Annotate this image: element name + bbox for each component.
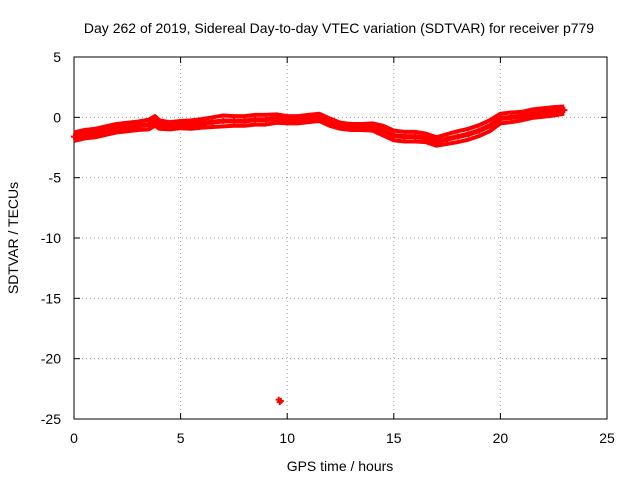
y-axis-label: SDTVAR / TECUs: [5, 182, 21, 294]
data-point: [358, 123, 365, 130]
data-point: [284, 116, 291, 123]
series-SDTVAR: [71, 104, 568, 148]
x-axis-label: GPS time / hours: [287, 458, 394, 474]
data-point: [326, 119, 333, 126]
data-point: [316, 114, 323, 121]
data-point: [465, 131, 472, 138]
axis-ticks: 0 5 10 15 20 25 5 0 -5 -10 -15 -20 -25: [41, 49, 615, 446]
series-band-upper: [73, 104, 565, 140]
y-tick-label: 0: [53, 109, 61, 125]
data-point: [166, 122, 173, 129]
data-point: [102, 127, 109, 134]
data-point: [252, 116, 259, 123]
data-point: [454, 133, 461, 140]
data-point: [348, 123, 355, 130]
data-point: [540, 109, 547, 116]
data-point: [198, 120, 205, 127]
data-point: [220, 117, 227, 124]
data-point: [337, 122, 344, 129]
data-point: [273, 115, 280, 122]
y-tick-label: 5: [53, 49, 61, 65]
y-tick-label: -20: [41, 351, 61, 367]
data-point: [390, 132, 397, 139]
data-point: [305, 115, 312, 122]
data-point: [518, 113, 525, 120]
chart-title: Day 262 of 2019, Sidereal Day-to-day VTE…: [84, 20, 594, 36]
data-point: [71, 133, 77, 140]
data-point: [145, 121, 152, 128]
y-tick-label: -10: [41, 230, 61, 246]
data-point: [81, 131, 88, 138]
data-point: [294, 116, 301, 123]
data-point: [433, 138, 440, 145]
data-point: [444, 136, 451, 143]
x-tick-label: 10: [279, 430, 295, 446]
data-point: [401, 133, 408, 140]
data-point: [412, 133, 419, 140]
data-point: [241, 117, 248, 124]
data-marks: [71, 104, 568, 406]
data-point: [486, 122, 493, 129]
data-point: [92, 130, 99, 137]
data-point: [380, 127, 387, 134]
data-point: [422, 134, 429, 141]
data-point: [156, 121, 163, 128]
y-tick-label: -5: [49, 170, 62, 186]
series-outlier: [275, 396, 284, 406]
data-point: [134, 122, 141, 129]
data-point: [262, 116, 269, 123]
data-point: [508, 114, 515, 121]
x-tick-label: 5: [177, 430, 185, 446]
data-point: [177, 121, 184, 128]
data-point: [529, 110, 536, 117]
data-point: [188, 121, 195, 128]
y-tick-label: -25: [41, 411, 61, 427]
data-point: [369, 123, 376, 130]
data-point: [230, 117, 237, 124]
x-tick-label: 15: [386, 430, 402, 446]
x-tick-label: 0: [70, 430, 78, 446]
data-point: [550, 108, 557, 115]
data-point: [476, 127, 483, 134]
data-point: [561, 107, 568, 114]
data-point: [209, 119, 216, 126]
data-point: [277, 397, 284, 404]
y-tick-label: -15: [41, 290, 61, 306]
data-point: [152, 117, 159, 124]
x-tick-label: 25: [599, 430, 615, 446]
x-tick-label: 20: [493, 430, 509, 446]
data-point: [124, 123, 131, 130]
data-point: [113, 125, 120, 132]
series-band-lower: [73, 111, 565, 148]
data-point: [497, 115, 504, 122]
